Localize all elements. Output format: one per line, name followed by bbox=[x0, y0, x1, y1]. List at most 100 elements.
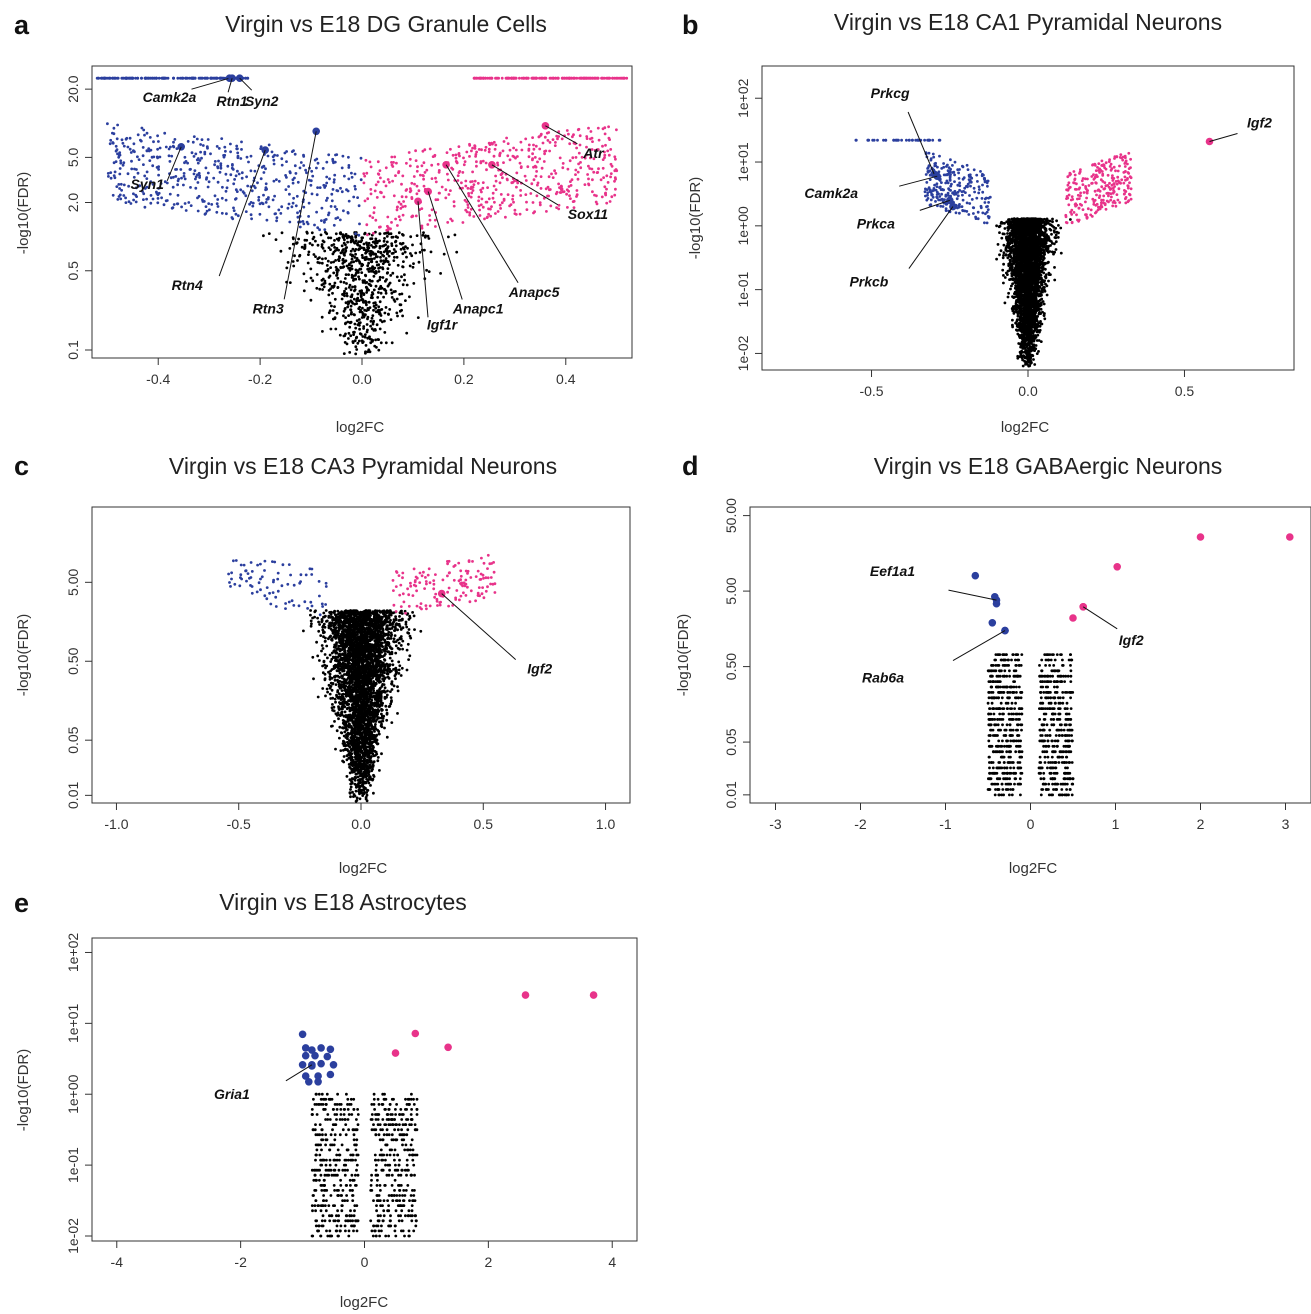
point-up-capped bbox=[526, 76, 530, 80]
point-ns bbox=[330, 304, 333, 308]
point-ns bbox=[353, 249, 357, 253]
point-ns bbox=[353, 339, 357, 343]
point-up bbox=[526, 165, 530, 169]
point-ns bbox=[371, 265, 374, 268]
point-up-capped bbox=[588, 76, 592, 80]
point-down bbox=[170, 154, 174, 158]
point-ns bbox=[341, 262, 345, 265]
point-ns bbox=[401, 252, 405, 256]
gene-label-anapc5: Anapc5 bbox=[508, 284, 560, 300]
point-up bbox=[605, 187, 608, 191]
point-ns bbox=[355, 335, 359, 339]
point-ns bbox=[377, 270, 381, 273]
point-ns bbox=[332, 260, 335, 264]
point-up bbox=[454, 153, 458, 157]
point-down bbox=[249, 213, 253, 217]
point-down bbox=[155, 155, 159, 159]
point-up bbox=[388, 180, 391, 184]
point-ns bbox=[371, 240, 375, 244]
point-ns bbox=[362, 300, 365, 304]
point-down-capped bbox=[176, 76, 180, 80]
point-up-capped bbox=[583, 76, 587, 80]
point-up bbox=[597, 167, 600, 171]
point-down bbox=[310, 192, 314, 196]
point-down bbox=[309, 179, 313, 183]
point-down bbox=[124, 201, 128, 205]
point-down-capped bbox=[125, 76, 128, 80]
point-up bbox=[538, 203, 542, 207]
point-ns bbox=[396, 263, 400, 267]
point-down bbox=[236, 169, 239, 173]
point-down bbox=[273, 212, 277, 216]
point-up bbox=[580, 155, 584, 159]
point-ns bbox=[355, 319, 359, 322]
point-ns bbox=[292, 264, 296, 268]
point-up bbox=[602, 176, 605, 180]
point-down-capped bbox=[136, 76, 139, 80]
point-ns bbox=[1001, 268, 1005, 272]
point-down bbox=[189, 186, 192, 189]
point-ns bbox=[996, 243, 1000, 246]
point-ns bbox=[1044, 273, 1048, 276]
point-up bbox=[478, 214, 482, 217]
point-up bbox=[390, 155, 394, 159]
point-ns bbox=[1017, 291, 1021, 295]
point-ns bbox=[1039, 222, 1043, 226]
point-down bbox=[160, 196, 164, 200]
point-down bbox=[272, 179, 276, 183]
point-down bbox=[143, 174, 147, 178]
point-ns bbox=[378, 275, 382, 279]
point-down bbox=[152, 140, 155, 144]
point-up bbox=[548, 149, 551, 153]
point-ns bbox=[410, 254, 414, 258]
point-down bbox=[325, 199, 328, 202]
point-down bbox=[184, 209, 188, 212]
point-ns bbox=[395, 297, 399, 301]
point-ns bbox=[417, 260, 421, 264]
point-ns bbox=[293, 254, 296, 258]
point-up bbox=[538, 147, 542, 151]
point-ns bbox=[333, 297, 337, 301]
point-ns bbox=[333, 305, 336, 308]
point-ns bbox=[377, 263, 381, 267]
point-up bbox=[615, 128, 618, 132]
point-ns bbox=[406, 246, 409, 250]
point-up bbox=[535, 170, 538, 173]
point-up bbox=[576, 170, 580, 174]
point-ns bbox=[348, 262, 351, 266]
point-down bbox=[134, 200, 138, 204]
point-ns bbox=[321, 239, 325, 243]
point-down-capped bbox=[116, 76, 120, 80]
point-up bbox=[422, 161, 426, 165]
point-down bbox=[145, 177, 149, 181]
point-ns bbox=[1015, 328, 1018, 332]
point-ns bbox=[344, 316, 347, 319]
point-ns bbox=[388, 250, 391, 253]
point-up bbox=[494, 212, 497, 215]
point-ns bbox=[371, 296, 374, 300]
point-ns bbox=[363, 335, 367, 339]
point-ns bbox=[365, 243, 369, 247]
point-up bbox=[430, 208, 434, 212]
point-ns bbox=[342, 281, 346, 284]
point-up bbox=[586, 173, 589, 176]
point-down bbox=[287, 202, 291, 206]
point-up bbox=[430, 163, 434, 167]
point-ns bbox=[323, 279, 327, 283]
point-ns bbox=[343, 251, 347, 254]
point-down bbox=[354, 232, 357, 236]
point-up bbox=[423, 171, 427, 174]
point-down bbox=[127, 184, 130, 188]
point-down-capped bbox=[148, 76, 152, 80]
point-ns bbox=[352, 297, 356, 301]
point-down bbox=[141, 146, 145, 149]
point-down bbox=[117, 195, 121, 198]
point-down bbox=[347, 155, 350, 159]
point-up bbox=[577, 162, 580, 166]
x-axis-title: log2FC bbox=[336, 419, 385, 436]
point-up bbox=[467, 194, 471, 198]
point-ns bbox=[370, 327, 374, 331]
point-ns bbox=[340, 297, 344, 301]
point-up bbox=[422, 174, 425, 178]
point-ns bbox=[379, 259, 383, 262]
